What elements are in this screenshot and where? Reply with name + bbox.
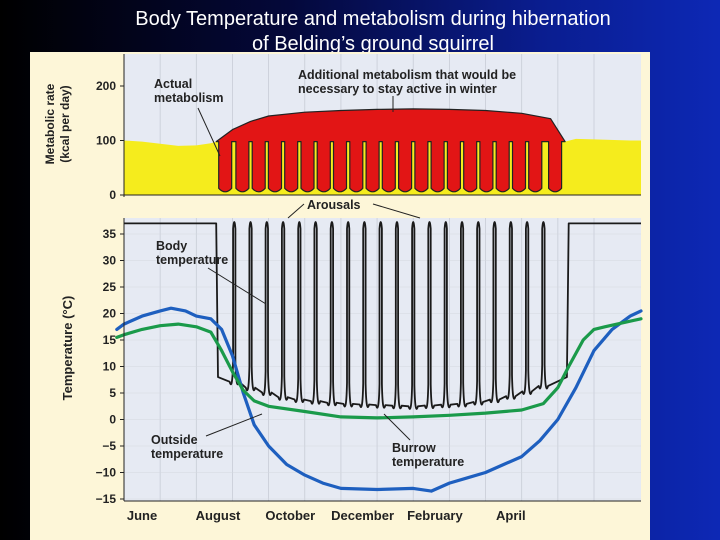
month-label: February [407, 508, 463, 523]
actual-metabolism-label: metabolism [154, 91, 223, 105]
metabolic-axis-title-line-1: Metabolic rate [43, 83, 57, 164]
slide-title-line-1: Body Temperature and metabolism during h… [135, 8, 611, 30]
additional-metabolism-label: necessary to stay active in winter [298, 82, 497, 96]
additional-metabolism-area [215, 108, 566, 193]
temperature-tick-label: 15 [103, 333, 117, 347]
body-temperature-label: temperature [156, 253, 228, 267]
metabolic-tick-label: 0 [109, 188, 116, 202]
burrow-temperature-label: temperature [392, 455, 464, 469]
additional-metabolism-label: Additional metabolism that would be [298, 68, 516, 82]
temperature-tick-label: 25 [103, 280, 117, 294]
temperature-tick-label: 10 [103, 360, 117, 374]
slide-title: Body Temperature and metabolism during h… [0, 6, 720, 57]
month-label: June [127, 508, 157, 523]
burrow-temperature-label: Burrow [392, 441, 436, 455]
temperature-tick-label: 5 [109, 386, 116, 400]
temperature-axis-title: Temperature (°C) [60, 296, 75, 401]
outside-temperature-line [115, 306, 643, 493]
month-label: December [331, 508, 394, 523]
arousals-label: Arousals [307, 198, 361, 212]
outside-temperature-label: Outside [151, 433, 198, 447]
temperature-tick-label: −5 [102, 439, 116, 453]
month-label: October [265, 508, 315, 523]
arousals-leader-left [287, 203, 305, 219]
month-label: April [496, 508, 526, 523]
month-label: August [196, 508, 241, 523]
burrow-temperature-line [115, 317, 643, 420]
outside-temperature-leader [205, 413, 263, 437]
hibernation-figure: 0 100 200 35 30 25 20 15 10 5 0 −5 −10 −15 June August O… [30, 52, 650, 540]
arousals-leader-right [372, 203, 421, 219]
temperature-axis-title-text: Temperature (°C) [60, 296, 75, 401]
hibernation-chart: 0 100 200 35 30 25 20 15 10 5 0 −5 −10 −15 June August O… [43, 54, 643, 523]
body-temperature-leader [207, 267, 267, 305]
temperature-tick-label: 35 [103, 227, 117, 241]
metabolic-axis-title: Metabolic rate (kcal per day) [43, 83, 72, 164]
temperature-tick-label: 20 [103, 307, 117, 321]
metabolic-tick-label: 100 [96, 134, 116, 148]
actual-metabolism-label: Actual [154, 77, 192, 91]
temperature-tick-label: 30 [103, 254, 117, 268]
temperature-tick-label: 0 [109, 413, 116, 427]
body-temperature-label: Body [156, 239, 187, 253]
metabolic-axis-title-line-2: (kcal per day) [58, 85, 72, 162]
outside-temperature-label: temperature [151, 447, 223, 461]
metabolic-tick-label: 200 [96, 79, 116, 93]
body-temperature-line [124, 221, 641, 410]
temperature-tick-label: −15 [96, 492, 117, 506]
burrow-temperature-leader [383, 413, 411, 441]
slide-title-line-2: of Belding’s ground squirrel [251, 33, 494, 55]
actual-metabolism-leader [197, 107, 221, 157]
temperature-tick-label: −10 [96, 466, 117, 480]
